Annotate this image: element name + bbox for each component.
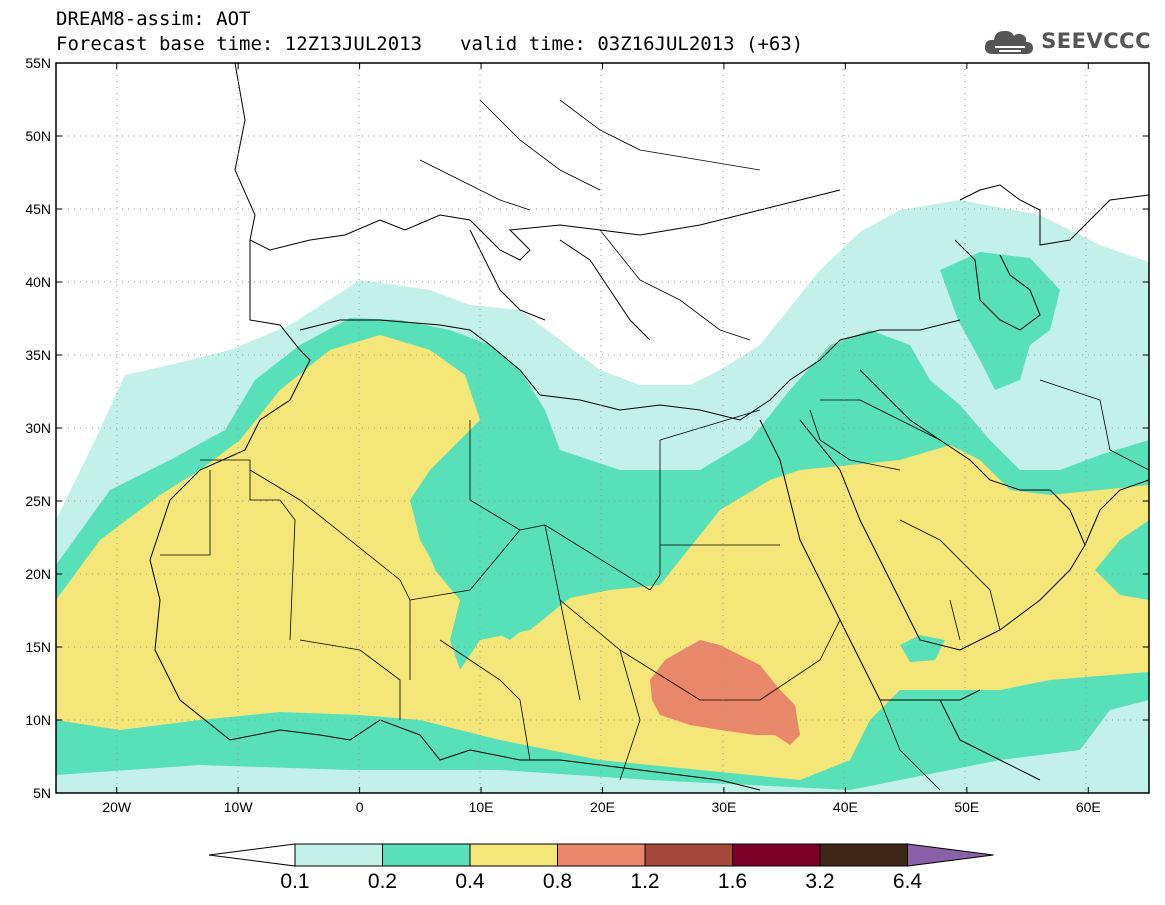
seevccc-logo: SEEVCCC: [983, 24, 1151, 58]
colorbar-swatch: [382, 843, 471, 867]
longitude-labels: 20W 10W 0 10E 20E 30E 40E 50E 60E: [102, 799, 1100, 815]
valid-time: valid time: 03Z16JUL2013 (+63): [460, 33, 804, 55]
lat-label: 55N: [25, 55, 51, 71]
colorbar-swatch: [294, 843, 383, 867]
lon-label: 60E: [1076, 799, 1101, 815]
colorbar-label: 1.6: [718, 870, 747, 893]
lat-label: 35N: [25, 347, 51, 363]
lon-label: 30E: [711, 799, 736, 815]
lon-label: 10W: [224, 799, 254, 815]
aot-patch-arabian-sea: [1095, 520, 1149, 600]
lon-label: 10E: [469, 799, 494, 815]
aot-band-south-0.1: [56, 700, 1149, 793]
time-info: Forecast base time: 12Z13JUL2013 valid ti…: [56, 33, 803, 55]
colorbar-label: 0.1: [280, 870, 309, 893]
logo-text: SEEVCCC: [1041, 29, 1151, 53]
colorbar: 0.1 0.2 0.4 0.8 1.2 1.6 3.2 6.4: [208, 843, 994, 893]
lon-label: 20W: [102, 799, 132, 815]
lat-label: 40N: [25, 274, 51, 290]
latitude-labels: 5N 10N 15N 20N 25N 30N 35N 40N 45N 50N 55N: [25, 55, 51, 801]
lat-label: 5N: [33, 785, 51, 801]
lat-label: 30N: [25, 420, 51, 436]
coastlines: [149, 63, 1149, 791]
aot-patch-yemen: [900, 635, 945, 662]
lat-label: 25N: [25, 493, 51, 509]
aot-band-0.4: [56, 335, 1149, 793]
lat-label: 15N: [25, 639, 51, 655]
lon-label: 50E: [954, 799, 979, 815]
graticule: [56, 63, 1149, 793]
colorbar-label: 1.2: [630, 870, 659, 893]
borders: [160, 99, 1149, 791]
colorbar-swatch: [732, 843, 821, 867]
colorbar-arrow-high: [907, 843, 994, 867]
axis-ticks: [56, 62, 1149, 794]
lat-label: 50N: [25, 128, 51, 144]
colorbar-label: 0.4: [455, 870, 485, 893]
aot-contours: [56, 63, 1149, 793]
aot-band-south-0.2: [56, 672, 1149, 793]
map-title: DREAM8-assim: AOT: [56, 8, 251, 30]
aot-patch-caspian: [940, 252, 1060, 390]
colorbar-swatch: [819, 843, 908, 867]
colorbar-arrow-low: [208, 843, 296, 867]
cloud-icon: [985, 30, 1034, 54]
base-time: Forecast base time: 12Z13JUL2013: [56, 33, 423, 55]
colorbar-label: 0.2: [368, 870, 397, 893]
lon-label: 20E: [590, 799, 615, 815]
colorbar-swatch: [644, 843, 733, 867]
colorbar-label: 6.4: [893, 870, 923, 893]
lon-label: 40E: [833, 799, 858, 815]
lat-label: 10N: [25, 712, 51, 728]
lon-label: 0: [356, 799, 364, 815]
lat-label: 20N: [25, 566, 51, 582]
lat-label: 45N: [25, 201, 51, 217]
colorbar-label: 0.8: [543, 870, 572, 893]
colorbar-label: 3.2: [805, 870, 834, 893]
aot-patch-0.8: [650, 640, 800, 745]
colorbar-swatch: [557, 843, 646, 867]
colorbar-swatch: [469, 843, 558, 867]
